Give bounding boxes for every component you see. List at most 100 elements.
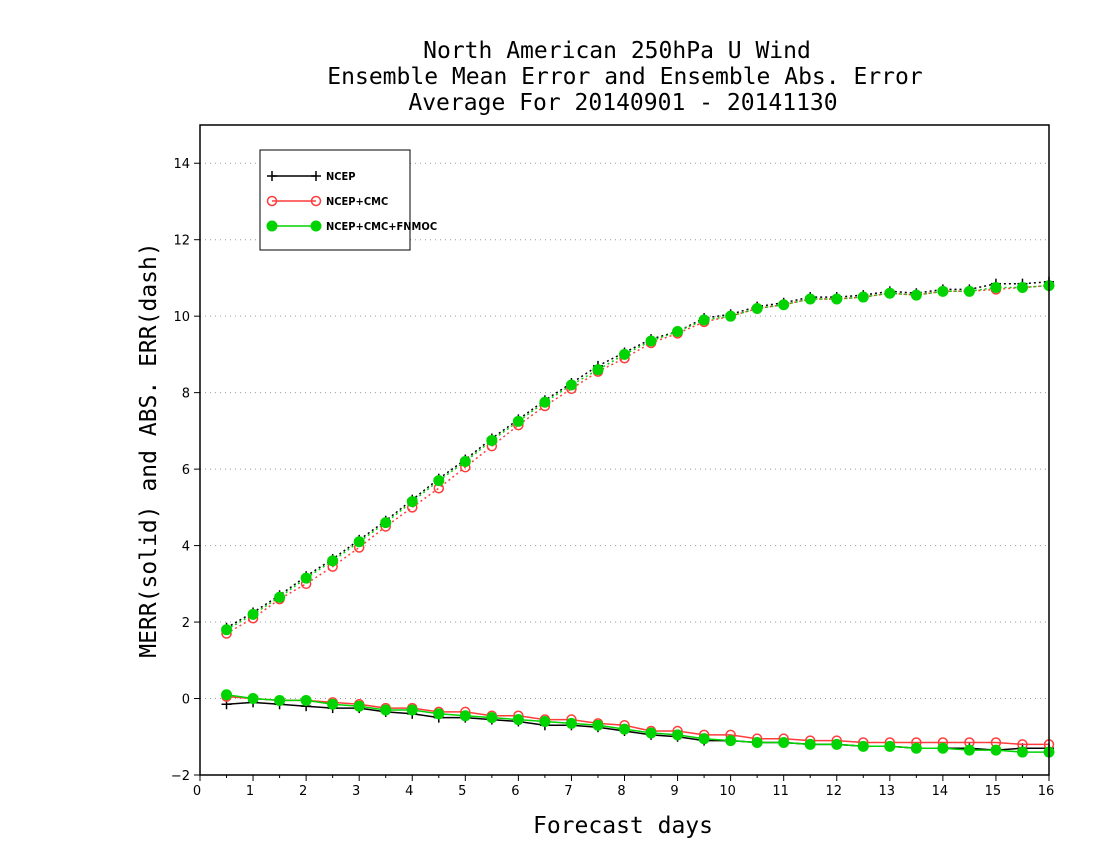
x-tick-label: 11 [772, 784, 789, 799]
legend: NCEP NCEP+CMC NCEP+CMC+FNMOC [259, 149, 437, 251]
abs-error-point [910, 289, 922, 301]
x-tick-label: 15 [985, 784, 1002, 799]
mean-error-point [353, 700, 365, 712]
abs-error-point [433, 475, 445, 487]
mean-error-point [247, 693, 259, 705]
abs-error-point [486, 434, 498, 446]
legend-item-1: NCEP+CMC [266, 195, 388, 208]
mean-error-point [990, 744, 1002, 756]
mean-error-point [831, 738, 843, 750]
abs-error-point [592, 364, 604, 376]
abs-error-line [226, 281, 1050, 629]
mean-error-point [274, 694, 286, 706]
series-layer [221, 276, 1055, 758]
x-tick-label: 16 [1038, 784, 1055, 799]
mean-error-point [857, 740, 869, 752]
mean-error-line [226, 695, 1049, 746]
y-axis-label: MERR(solid) and ABS. ERR(dash) [136, 242, 162, 657]
abs-error-point [406, 496, 418, 508]
x-tick-label: 12 [825, 784, 842, 799]
mean-error-point [963, 744, 975, 756]
series-1 [221, 280, 1055, 750]
mean-error-point [910, 742, 922, 754]
abs-error-point [565, 379, 577, 391]
y-tick-label: 0 [182, 693, 190, 708]
x-tick-label: 0 [193, 784, 201, 799]
y-tick-label: 14 [173, 157, 190, 172]
mean-error-point [380, 704, 392, 716]
chart-title-line-3: Average For 20140901 - 20141130 [408, 90, 837, 116]
mean-error-point [592, 719, 604, 731]
y-tick-label: 6 [182, 463, 190, 478]
mean-error-point [1016, 746, 1028, 758]
mean-error-point [486, 712, 498, 724]
y-tick-label: −2 [171, 769, 190, 784]
legend-marker [311, 171, 321, 181]
legend-label: NCEP+CMC+FNMOC [326, 220, 437, 233]
x-tick-label: 13 [879, 784, 896, 799]
abs-error-point [353, 536, 365, 548]
abs-error-line [226, 284, 1050, 635]
y-tick-label: 8 [182, 387, 190, 402]
mean-error-point [645, 727, 657, 739]
legend-item-2: NCEP+CMC+FNMOC [266, 220, 437, 233]
abs-error-point [804, 293, 816, 305]
mean-error-point [512, 714, 524, 726]
mean-error-point [698, 733, 710, 745]
x-tick-label: 5 [458, 784, 466, 799]
abs-error-point [221, 624, 233, 636]
mean-error-point [406, 704, 418, 716]
abs-error-point [512, 415, 524, 427]
mean-error-point [619, 723, 630, 735]
mean-error-point [221, 689, 233, 701]
x-tick-label: 4 [405, 784, 413, 799]
x-tick-label: 3 [352, 784, 360, 799]
abs-error-point [990, 282, 1002, 293]
abs-error-point [300, 572, 312, 584]
mean-error-point [778, 737, 790, 748]
y-tick-label: 2 [182, 616, 190, 631]
mean-error-point [725, 735, 737, 747]
abs-error-point [778, 299, 790, 311]
mean-error-point [937, 742, 949, 754]
x-tick-label: 2 [299, 784, 307, 799]
abs-error-point [963, 285, 975, 297]
x-tick-label: 10 [719, 784, 736, 799]
abs-error-point [327, 555, 339, 567]
abs-error-point [274, 591, 286, 603]
mean-error-point [565, 717, 577, 729]
legend-label: NCEP+CMC [326, 195, 388, 208]
mean-error-point [672, 729, 684, 741]
legend-box [259, 149, 411, 251]
mean-error-point [539, 715, 551, 727]
x-tick-label: 14 [932, 784, 949, 799]
mean-error-point [804, 738, 816, 750]
mean-error-point [300, 694, 312, 706]
mean-error-point [433, 708, 445, 720]
abs-error-point [857, 291, 869, 303]
series-0 [221, 276, 1054, 756]
mean-error-point [751, 737, 763, 748]
x-tick-label: 7 [564, 784, 572, 799]
x-tick-label: 1 [246, 784, 254, 799]
abs-error-point [698, 314, 710, 326]
x-tick-label: 6 [511, 784, 519, 799]
legend-marker [267, 171, 277, 181]
abs-error-point [672, 325, 684, 337]
y-tick-label: 4 [182, 540, 190, 555]
series-2 [221, 280, 1055, 758]
mean-error-point [459, 710, 471, 722]
mean-error-point [327, 698, 339, 710]
legend-label: NCEP [326, 170, 356, 183]
abs-error-point [380, 517, 392, 529]
abs-error-point [619, 348, 630, 360]
legend-marker [266, 220, 278, 232]
abs-error-point [937, 285, 949, 297]
abs-error-point [751, 303, 763, 315]
x-tick-label: 8 [617, 784, 625, 799]
abs-error-point [725, 310, 737, 322]
abs-error-point [645, 335, 657, 347]
abs-error-point [459, 455, 471, 467]
